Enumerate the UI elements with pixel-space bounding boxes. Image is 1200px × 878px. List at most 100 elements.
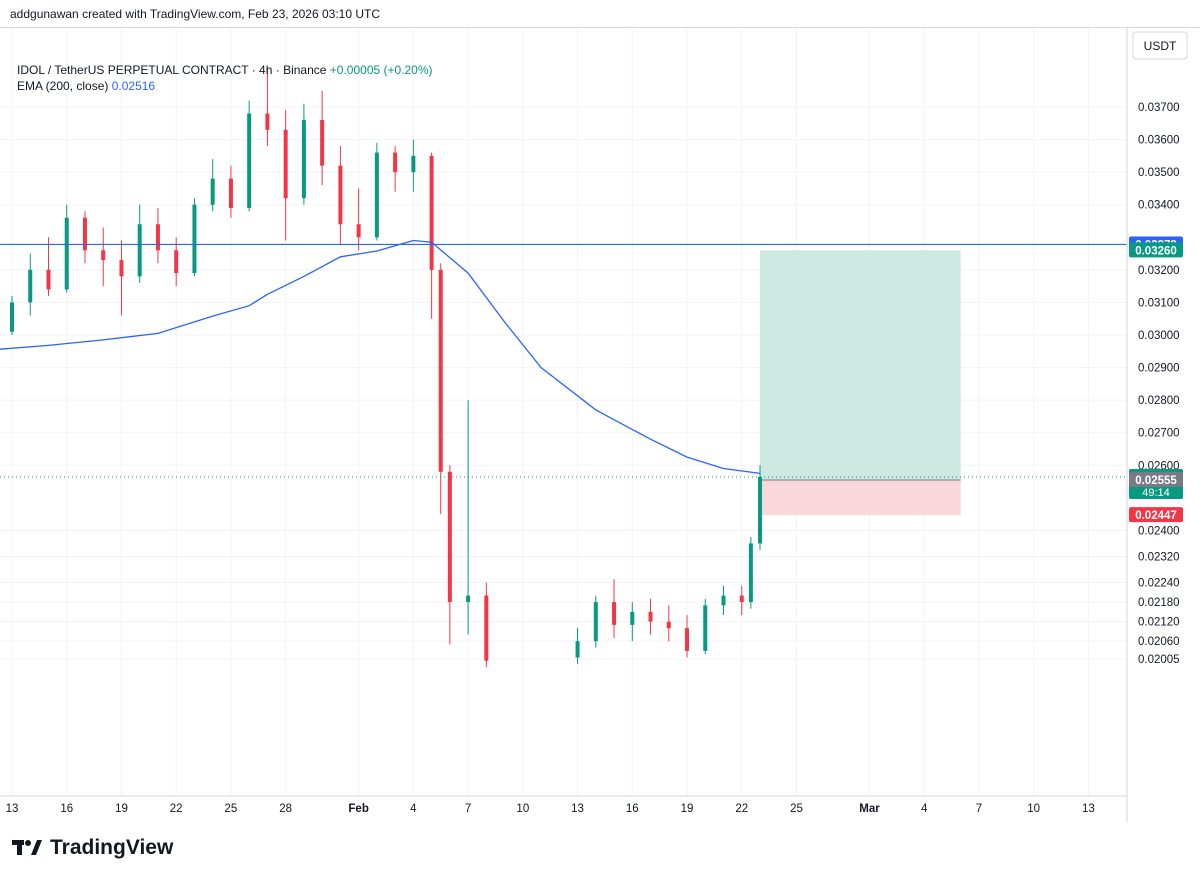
candle-body: [228, 178, 233, 208]
y-tick-label: 0.02180: [1138, 597, 1180, 609]
x-tick-label: Mar: [859, 803, 880, 815]
indicator-name: EMA (200, close): [17, 79, 109, 93]
y-tick-label: 0.03600: [1138, 135, 1180, 147]
candle-body: [429, 155, 434, 270]
axes: USDT 0.03700 0.03600 0.03500 0.03400 0.03200…: [0, 28, 1188, 823]
x-tick-label: 25: [790, 803, 803, 815]
overlay-lines: [0, 239, 1127, 478]
candle-body: [466, 595, 471, 603]
candle-body: [612, 602, 617, 625]
currency-label: USDT: [1144, 39, 1177, 53]
candle-body: [748, 543, 753, 603]
price-label-box: [1129, 242, 1183, 258]
candle-body: [411, 155, 416, 173]
x-tick-label: 19: [115, 803, 128, 815]
indicator-value: 0.02516: [111, 79, 156, 93]
y-tick-label: 0.02060: [1138, 636, 1180, 648]
x-tick-label: 28: [279, 803, 292, 815]
candle-body: [301, 120, 306, 199]
candle-body: [119, 260, 124, 277]
candle-body: [648, 611, 653, 622]
x-tick-label: 10: [1027, 803, 1040, 815]
position-zone[interactable]: [760, 250, 961, 516]
candle-body: [155, 224, 160, 251]
chart-legend: IDOL / TetherUS PERPETUAL CONTRACT · 4h …: [17, 62, 433, 94]
candle-body: [758, 477, 762, 544]
y-tick-label: 0.02700: [1138, 428, 1180, 440]
candle-body: [438, 269, 443, 472]
candle-body: [320, 120, 325, 166]
tradingview-logo[interactable]: TradingView: [12, 836, 173, 860]
candle-body: [265, 113, 270, 130]
y-tick-label: 0.02800: [1138, 395, 1180, 407]
x-tick-label: 13: [6, 803, 19, 815]
y-tick-label: 0.02120: [1138, 617, 1180, 629]
candle-body: [137, 224, 142, 277]
candle-body: [484, 595, 489, 661]
candle-body: [10, 302, 14, 332]
candle-body: [685, 628, 690, 651]
x-tick-label: 19: [681, 803, 694, 815]
candle-body: [210, 178, 215, 205]
candle-body: [393, 152, 398, 173]
candle-body: [28, 269, 33, 303]
x-tick-label: Feb: [348, 803, 368, 815]
attribution-text: addgunawan created with TradingView.com,…: [10, 7, 381, 21]
candle-body: [703, 605, 708, 651]
y-tick-label: 0.03100: [1138, 297, 1180, 309]
symbol-title: IDOL / TetherUS PERPETUAL CONTRACT · 4h …: [17, 63, 327, 77]
candle-body: [739, 595, 744, 603]
candle-body: [666, 621, 671, 629]
x-tick-label: 25: [225, 803, 238, 815]
candle-body: [174, 250, 179, 274]
stop-zone: [760, 479, 961, 516]
y-tick-label: 0.03400: [1138, 200, 1180, 212]
candle-body: [447, 471, 452, 603]
price-label-box: [1129, 507, 1183, 523]
candles: [10, 67, 762, 668]
candle-body: [374, 152, 379, 238]
price-label-text: 0.03260: [1135, 245, 1177, 257]
price-label-text: 0.02555: [1135, 475, 1177, 487]
candle-body: [721, 595, 726, 606]
y-tick-label: 0.03700: [1138, 102, 1180, 114]
y-tick-label: 0.03200: [1138, 265, 1180, 277]
ema-line: [0, 239, 761, 475]
currency-button[interactable]: [1132, 31, 1188, 60]
x-tick-label: 22: [735, 803, 748, 815]
y-tick-label: 0.02320: [1138, 551, 1180, 563]
x-tick-label: 16: [60, 803, 73, 815]
price-label-text: 0.02447: [1135, 510, 1177, 522]
chart-canvas[interactable]: USDT 0.03700 0.03600 0.03500 0.03400 0.03200…: [0, 28, 1200, 823]
x-tick-label: 4: [921, 803, 928, 815]
y-tick-label: 0.02900: [1138, 363, 1180, 375]
y-tick-label: 0.02005: [1138, 654, 1180, 666]
x-tick-label: 10: [516, 803, 529, 815]
candle-body: [82, 217, 87, 251]
x-tick-label: 13: [1082, 803, 1095, 815]
candle-body: [338, 165, 343, 225]
x-tick-label: 13: [571, 803, 584, 815]
logo-text: TradingView: [50, 836, 174, 859]
price-change: +0.00005 (+0.20%): [329, 63, 433, 77]
price-label-box: [1129, 471, 1183, 487]
chart-pane[interactable]: USDT 0.03700 0.03600 0.03500 0.03400 0.03200…: [0, 27, 1200, 823]
candle-body: [575, 641, 580, 658]
candle-body: [192, 204, 197, 274]
target-zone: [760, 250, 961, 480]
symbol-row[interactable]: IDOL / TetherUS PERPETUAL CONTRACT · 4h …: [17, 62, 433, 78]
candle-body: [356, 224, 361, 238]
grid: [0, 28, 1127, 796]
x-tick-label: 4: [410, 803, 417, 815]
candle-body: [247, 113, 252, 208]
x-tick-label: 22: [170, 803, 183, 815]
y-tick-label: 0.02400: [1138, 525, 1180, 537]
candle-body: [46, 269, 51, 290]
indicator-row[interactable]: EMA (200, close) 0.02516: [17, 78, 433, 94]
candle-body: [283, 129, 288, 199]
y-tick-label: 0.03500: [1138, 167, 1180, 179]
y-tick-label: 0.03000: [1138, 330, 1180, 342]
candle-body: [630, 611, 635, 625]
candle-body: [593, 602, 598, 642]
